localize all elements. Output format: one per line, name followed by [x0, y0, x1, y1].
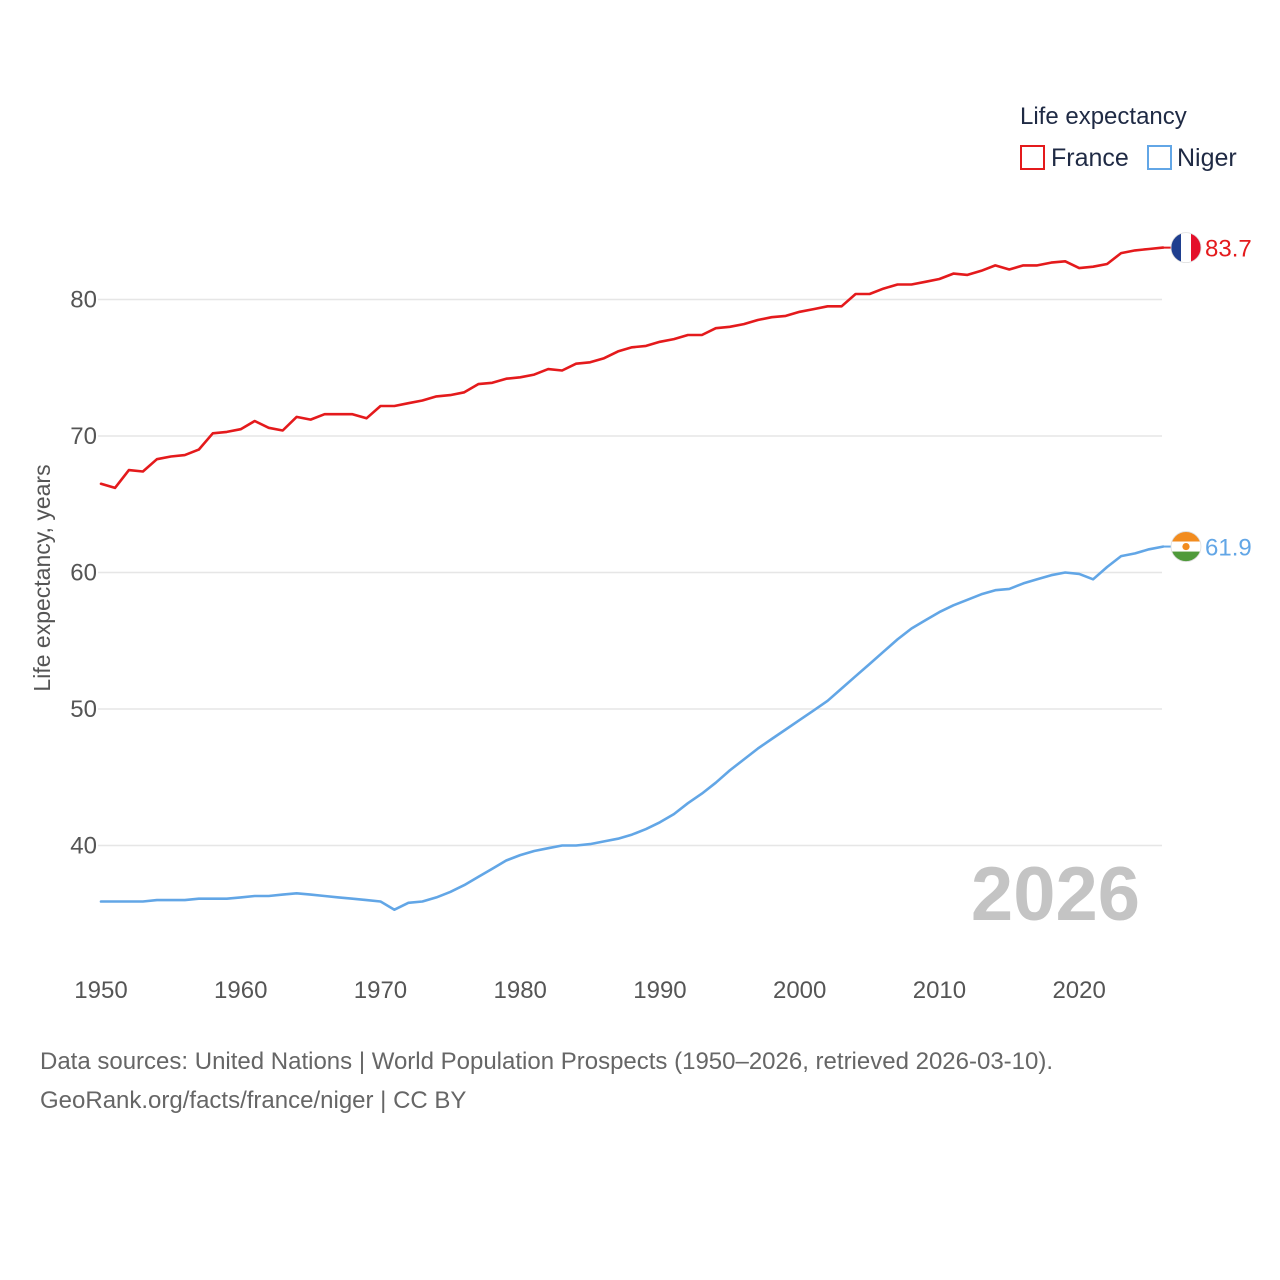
y-tick-label-80: 80 [70, 287, 97, 314]
x-tick-label-2010: 2010 [913, 977, 966, 1004]
series-line-niger [99, 545, 1165, 912]
legend-swatch-france [1020, 145, 1045, 170]
x-tick-label-1970: 1970 [354, 977, 407, 1004]
y-tick-label-40: 40 [70, 833, 97, 860]
legend: Life expectancy France Niger [1020, 103, 1237, 172]
x-tick-label-1990: 1990 [633, 977, 686, 1004]
y-tick-label-70: 70 [70, 423, 97, 450]
grid-lines [98, 298, 1162, 847]
current-year-label: 2026 [971, 852, 1140, 937]
france-flag-icon [1170, 232, 1202, 264]
y-tick-label-50: 50 [70, 696, 97, 723]
y-axis-label: Life expectancy, years [29, 464, 55, 691]
niger-flag-icon [1170, 531, 1202, 562]
legend-item-france[interactable]: France [1020, 144, 1129, 172]
data-source-text: Data sources: United Nations | World Pop… [40, 1048, 1054, 1075]
x-tick-label-1980: 1980 [494, 977, 547, 1004]
x-axis-ticks: 1950 1960 1970 1980 1990 2000 2010 2020 [74, 977, 1106, 1004]
legend-label-france: France [1051, 144, 1129, 172]
series-end-markers: 83.7 61.9 [1163, 232, 1252, 562]
y-axis-ticks: 40 50 60 70 80 [70, 287, 97, 860]
series-line-france [99, 246, 1165, 490]
credit-text: GeoRank.org/facts/france/niger | CC BY [40, 1087, 467, 1114]
x-tick-label-1960: 1960 [214, 977, 267, 1004]
legend-title: Life expectancy [1020, 103, 1187, 130]
legend-label-niger: Niger [1177, 144, 1237, 172]
y-tick-label-60: 60 [70, 560, 97, 587]
x-tick-label-1950: 1950 [74, 977, 127, 1004]
x-tick-label-2000: 2000 [773, 977, 826, 1004]
end-value-label-niger: 61.9 [1205, 535, 1252, 562]
chart-footer: Data sources: United Nations | World Pop… [40, 1042, 1240, 1120]
legend-swatch-niger [1147, 145, 1172, 170]
legend-item-niger[interactable]: Niger [1147, 144, 1237, 172]
series-lines [99, 246, 1165, 912]
x-tick-label-2020: 2020 [1052, 977, 1105, 1004]
end-value-label-france: 83.7 [1205, 236, 1252, 263]
